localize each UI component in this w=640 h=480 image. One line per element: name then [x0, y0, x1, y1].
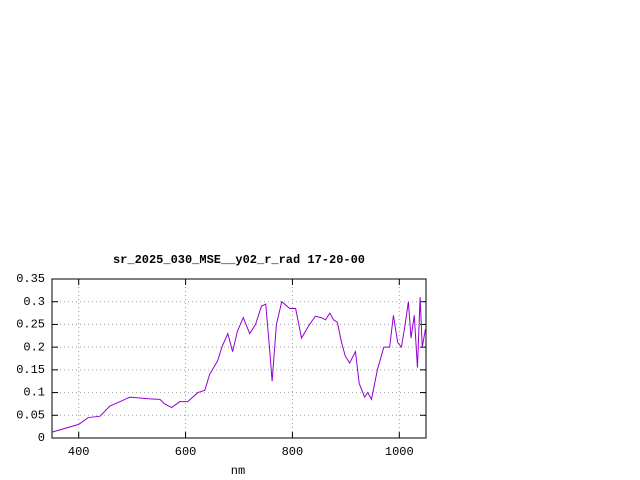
y-tick-label: 0.25: [16, 318, 45, 332]
chart-title: sr_2025_030_MSE__y02_r_rad 17-20-00: [113, 253, 365, 267]
y-tick-label: 0.35: [16, 272, 45, 286]
x-axis-label: nm: [231, 464, 245, 478]
y-tick-label: 0.3: [23, 295, 45, 309]
y-tick-label: 0: [38, 431, 45, 445]
x-tick-label: 1000: [385, 445, 414, 459]
y-tick-label: 0.1: [23, 386, 45, 400]
y-tick-label: 0.05: [16, 408, 45, 422]
plot-border: [51, 278, 427, 439]
y-tick-label: 0.15: [16, 363, 45, 377]
x-tick-label: 800: [282, 445, 304, 459]
x-tick-label: 400: [68, 445, 90, 459]
x-tick-label: 600: [175, 445, 197, 459]
y-tick-label: 0.2: [23, 340, 45, 354]
data-line: [51, 297, 426, 433]
